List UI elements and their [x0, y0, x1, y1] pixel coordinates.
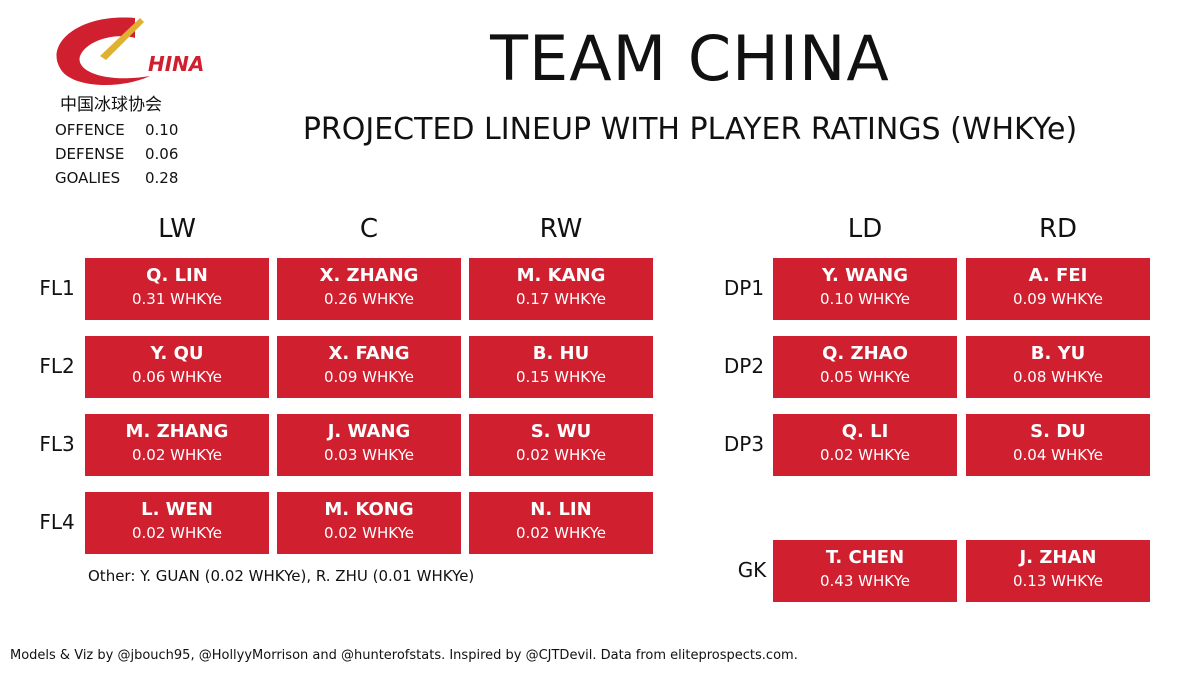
player-card: B. YU 0.08 WHKYe: [966, 336, 1150, 398]
line-label: FL2: [39, 354, 75, 378]
player-card: M. KONG 0.02 WHKYe: [277, 492, 461, 554]
summary-value: 0.06: [145, 145, 179, 163]
player-name: X. ZHANG: [319, 265, 419, 286]
player-rating: 0.02 WHKYe: [516, 446, 606, 464]
player-card: Y. QU 0.06 WHKYe: [85, 336, 269, 398]
summary-label: OFFENCE: [55, 121, 125, 139]
logo-mark: HINA: [56, 17, 204, 86]
player-rating: 0.08 WHKYe: [1013, 368, 1103, 386]
column-header: LD: [847, 214, 883, 244]
player-name: S. DU: [1030, 421, 1086, 442]
player-rating: 0.09 WHKYe: [324, 368, 414, 386]
player-rating: 0.05 WHKYe: [820, 368, 910, 386]
player-name: M. KANG: [516, 265, 606, 286]
player-card: X. FANG 0.09 WHKYe: [277, 336, 461, 398]
player-card: Q. ZHAO 0.05 WHKYe: [773, 336, 957, 398]
summary-label: GOALIES: [55, 169, 121, 187]
player-card: Q. LI 0.02 WHKYe: [773, 414, 957, 476]
player-name: J. WANG: [327, 421, 411, 442]
pair-label: DP3: [723, 432, 765, 456]
column-header: LW: [158, 214, 196, 244]
player-name: B. YU: [1030, 343, 1086, 364]
player-name: T. CHEN: [825, 547, 905, 568]
player-name: J. ZHAN: [1019, 547, 1097, 568]
summary-value: 0.28: [145, 169, 179, 187]
title: TEAM CHINA: [490, 22, 890, 95]
player-rating: 0.04 WHKYe: [1013, 446, 1103, 464]
player-rating: 0.17 WHKYe: [516, 290, 606, 308]
player-name: N. LIN: [530, 499, 592, 520]
player-name: M. KONG: [324, 499, 414, 520]
player-card: L. WEN 0.02 WHKYe: [85, 492, 269, 554]
player-name: Y. QU: [150, 343, 204, 364]
player-card: M. KANG 0.17 WHKYe: [469, 258, 653, 320]
player-rating: 0.31 WHKYe: [132, 290, 222, 308]
column-header: RD: [1038, 214, 1078, 244]
column-header: RW: [539, 214, 583, 244]
player-card: T. CHEN 0.43 WHKYe: [773, 540, 957, 602]
player-card: A. FEI 0.09 WHKYe: [966, 258, 1150, 320]
player-card: J. WANG 0.03 WHKYe: [277, 414, 461, 476]
footer-credit: Models & Viz by @jbouch95, @HollyyMorris…: [10, 648, 798, 663]
player-name: S. WU: [530, 421, 592, 442]
player-name: Q. ZHAO: [822, 343, 908, 364]
line-label: FL4: [39, 510, 75, 534]
player-card: B. HU 0.15 WHKYe: [469, 336, 653, 398]
logo-wordmark: HINA: [148, 52, 204, 76]
player-rating: 0.13 WHKYe: [1013, 572, 1103, 590]
player-rating: 0.15 WHKYe: [516, 368, 606, 386]
logo-name: 中国冰球协会: [60, 95, 162, 115]
player-name: Y. WANG: [822, 265, 908, 286]
player-rating: 0.09 WHKYe: [1013, 290, 1103, 308]
player-card: Y. WANG 0.10 WHKYe: [773, 258, 957, 320]
summary-label: DEFENSE: [55, 145, 125, 163]
player-card: X. ZHANG 0.26 WHKYe: [277, 258, 461, 320]
player-rating: 0.02 WHKYe: [132, 524, 222, 542]
player-name: L. WEN: [141, 499, 213, 520]
player-card: N. LIN 0.02 WHKYe: [469, 492, 653, 554]
column-header: C: [359, 214, 379, 244]
line-label: FL1: [39, 276, 75, 300]
player-rating: 0.43 WHKYe: [820, 572, 910, 590]
player-name: Q. LIN: [146, 265, 208, 286]
player-name: X. FANG: [328, 343, 410, 364]
subtitle: PROJECTED LINEUP WITH PLAYER RATINGS (WH…: [302, 112, 1078, 147]
line-label: FL3: [39, 432, 75, 456]
player-rating: 0.10 WHKYe: [820, 290, 910, 308]
player-card: J. ZHAN 0.13 WHKYe: [966, 540, 1150, 602]
player-rating: 0.02 WHKYe: [820, 446, 910, 464]
player-name: Q. LI: [841, 421, 889, 442]
player-rating: 0.03 WHKYe: [324, 446, 414, 464]
player-rating: 0.02 WHKYe: [324, 524, 414, 542]
other-players: Other: Y. GUAN (0.02 WHKYe), R. ZHU (0.0…: [88, 567, 475, 585]
summary-value: 0.10: [145, 121, 179, 139]
player-name: M. ZHANG: [125, 421, 229, 442]
player-card: S. DU 0.04 WHKYe: [966, 414, 1150, 476]
player-name: B. HU: [532, 343, 590, 364]
player-card: S. WU 0.02 WHKYe: [469, 414, 653, 476]
pair-label: DP2: [723, 354, 765, 378]
goalie-label: GK: [737, 558, 767, 582]
player-rating: 0.02 WHKYe: [132, 446, 222, 464]
player-card: M. ZHANG 0.02 WHKYe: [85, 414, 269, 476]
player-rating: 0.26 WHKYe: [324, 290, 414, 308]
player-name: A. FEI: [1028, 265, 1088, 286]
player-card: Q. LIN 0.31 WHKYe: [85, 258, 269, 320]
pair-label: DP1: [723, 276, 765, 300]
player-rating: 0.06 WHKYe: [132, 368, 222, 386]
player-rating: 0.02 WHKYe: [516, 524, 606, 542]
